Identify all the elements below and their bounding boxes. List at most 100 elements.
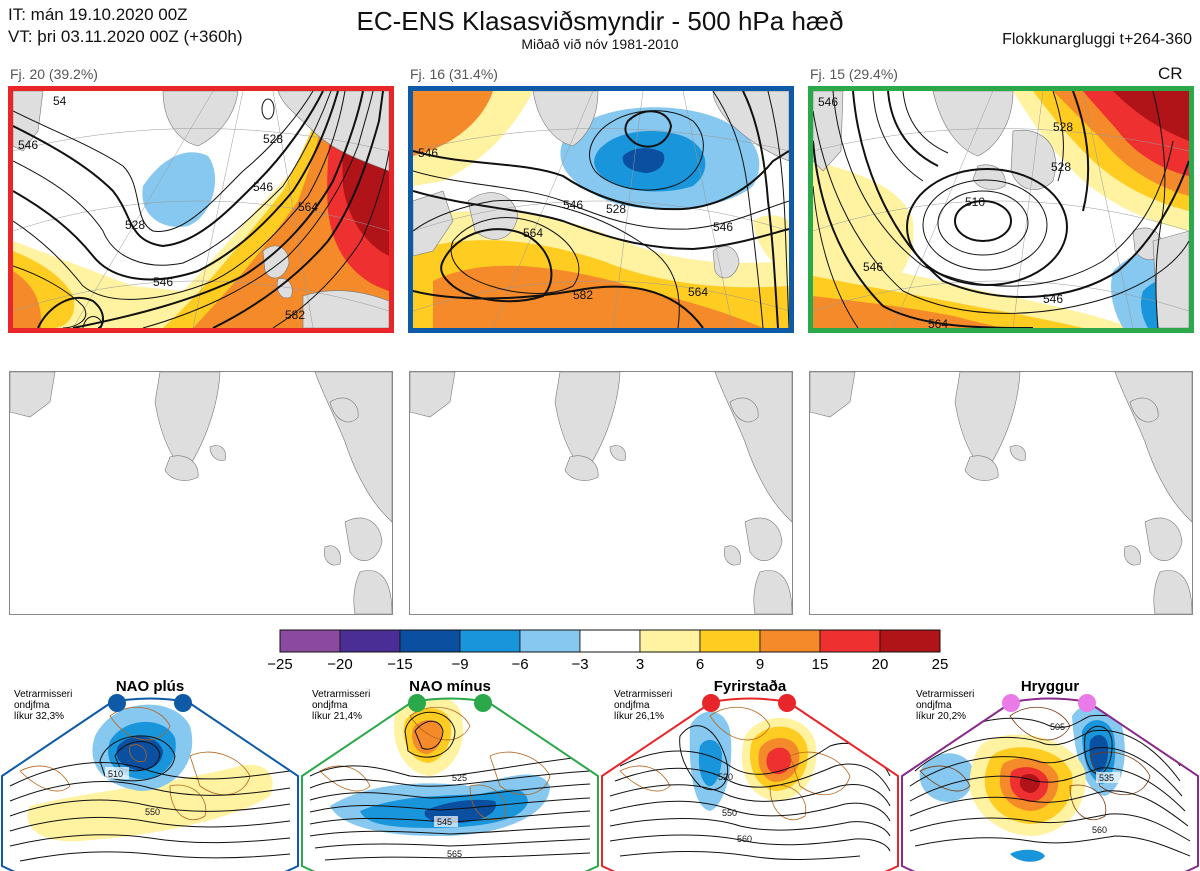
regime-marker-dot (702, 694, 720, 712)
regime-probability: líkur 26,1% (614, 711, 664, 722)
regime-probability: líkur 21,4% (312, 711, 362, 722)
page-title: EC-ENS Klasasviðsmyndir - 500 hPa hæð (356, 6, 844, 36)
cluster-map-2-svg: 546 528 546 564 582 564 546 (413, 91, 789, 328)
contour-label: 54 (53, 94, 67, 108)
contour-label: 564 (523, 226, 543, 240)
colorbar-tick-label: −25 (267, 656, 292, 673)
colorbar-tick-label: 6 (696, 656, 704, 673)
contour-label: 546 (818, 95, 838, 109)
cluster-label-2: Fj. 16 (31.4%) (410, 66, 498, 82)
anomaly-fills (813, 91, 1189, 328)
colorbar-swatch (819, 629, 881, 653)
colorbar-ticks: −25 −20 −15 −9 −6 −3 3 6 9 15 20 25 (267, 656, 948, 673)
colorbar-tick-label: −20 (327, 656, 352, 673)
regime-info-line: Vetrarmisseri (14, 689, 72, 700)
contour-label: 546 (713, 220, 733, 234)
contour-label: 505 (1050, 722, 1065, 732)
regime-title: Hryggur (1021, 678, 1080, 695)
colorbar-tick-label: 9 (756, 656, 764, 673)
valid-time: VT: þri 03.11.2020 00Z (+360h) (8, 27, 243, 46)
colorbar: −25 −20 −15 −9 −6 −3 3 6 9 15 20 25 (267, 629, 948, 673)
regime-nao-minus: 525 545 565 NAO mínus Vetrarmisseri ondj… (301, 678, 599, 871)
regime-info-line: Vetrarmisseri (614, 689, 672, 700)
contour-labels: 546 528 546 564 582 564 546 (418, 146, 733, 302)
contour-label: 510 (108, 769, 123, 779)
contour-label: 560 (1092, 825, 1107, 835)
empty-map-2-svg (410, 372, 792, 614)
colorbar-tick-label: −9 (451, 656, 468, 673)
contour-label: 545 (437, 817, 452, 827)
contour-label: 528 (1051, 160, 1071, 174)
cluster-map-1: 54 546 528 528 546 564 546 582 (8, 86, 394, 333)
regime-info-line: Vetrarmisseri (916, 689, 974, 700)
regime-blocking: 520 550 560 Fyrirstaða Vetrarmisseri ond… (601, 678, 899, 871)
colorbar-swatch (699, 629, 761, 653)
classification-window: Flokkunargluggi t+264-360 (1002, 31, 1192, 48)
cluster-tag: CR (1158, 64, 1183, 83)
regime-probability: líkur 32,3% (14, 711, 64, 722)
colorbar-tick-label: 3 (636, 656, 644, 673)
empty-map-3-svg (810, 372, 1192, 614)
regime-title: NAO mínus (409, 678, 491, 695)
cluster-label-1: Fj. 20 (39.2%) (10, 66, 98, 82)
contour-label: 582 (573, 288, 593, 302)
colorbar-swatches (279, 629, 941, 653)
height-contours (813, 91, 1189, 328)
contour-label: 546 (253, 180, 273, 194)
contour-label: 550 (145, 807, 160, 817)
regime-frame (301, 697, 599, 871)
contour-label: 546 (418, 146, 438, 160)
contour-label: 560 (737, 834, 752, 844)
contour-label: 520 (718, 772, 733, 782)
contour-label: 528 (606, 202, 626, 216)
contour-label: 564 (298, 200, 318, 214)
colorbar-tick-label: −15 (387, 656, 412, 673)
regime-title: Fyrirstaða (714, 678, 787, 695)
contour-labels: 54 546 528 528 546 564 546 582 (18, 94, 318, 322)
empty-map-3 (809, 371, 1193, 615)
cluster-map-1-svg: 54 546 528 528 546 564 546 582 (13, 91, 389, 328)
empty-map-1 (9, 371, 393, 615)
colorbar-swatch (639, 629, 701, 653)
contour-label: 546 (563, 198, 583, 212)
regime-title: NAO plús (116, 678, 184, 695)
colorbar-swatch (519, 629, 581, 653)
contour-label: 535 (1099, 773, 1114, 783)
colorbar-swatch (399, 629, 461, 653)
regime-info-line: ondjfma (312, 700, 348, 711)
colorbar-swatch (879, 629, 941, 653)
contour-label: 528 (125, 218, 145, 232)
colorbar-swatch (759, 629, 821, 653)
contour-label: 510 (965, 195, 985, 209)
regime-marker-dot (108, 694, 126, 712)
colorbar-tick-label: −3 (571, 656, 588, 673)
colorbar-tick-label: 15 (812, 656, 829, 673)
cluster-map-2: 546 528 546 564 582 564 546 (408, 86, 794, 333)
regime-marker-dot (1002, 694, 1020, 712)
page-subtitle: Miðað við nóv 1981-2010 (521, 36, 679, 52)
empty-map-1-svg (10, 372, 392, 614)
regime-marker-dot (474, 694, 492, 712)
regime-nao-plus: 510 550 NAO plús Vetrarmisseri ondjfma l… (0, 678, 299, 871)
height-contours (413, 91, 789, 328)
contour-label: 564 (688, 285, 708, 299)
header-info: IT: mán 19.10.2020 00Z VT: þri 03.11.202… (8, 4, 243, 48)
regime-info-line: Vetrarmisseri (312, 689, 370, 700)
colorbar-tick-label: −6 (511, 656, 528, 673)
regime-info-line: ondjfma (614, 700, 650, 711)
regime-frame (901, 697, 1199, 871)
regime-frame (601, 697, 899, 871)
contour-label: 582 (285, 308, 305, 322)
height-contours (13, 91, 389, 328)
regime-info-line: ondjfma (916, 700, 952, 711)
colorbar-tick-label: 20 (872, 656, 889, 673)
contour-label: 546 (153, 275, 173, 289)
regime-frame (0, 697, 299, 871)
init-time: IT: mán 19.10.2020 00Z (8, 5, 188, 24)
regime-probability: líkur 20,2% (916, 711, 966, 722)
land-masses (13, 91, 389, 328)
cluster-map-3-svg: 510 528 528 546 546 564 546 (813, 91, 1189, 328)
graticule (13, 91, 389, 328)
colorbar-swatch (339, 629, 401, 653)
contour-label: 565 (447, 849, 462, 859)
